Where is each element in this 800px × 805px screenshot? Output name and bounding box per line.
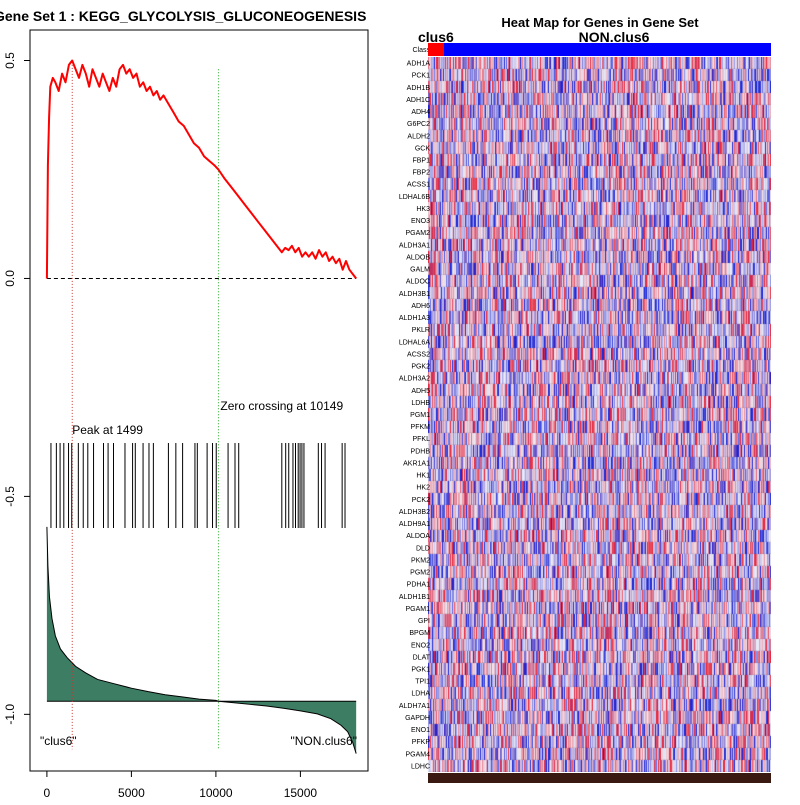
heatmap-row-label: ALDH3A1	[399, 242, 430, 249]
heatmap-class-left-label: clus6	[418, 29, 454, 45]
heatmap-row-label: GPI	[418, 618, 430, 625]
heatmap-row-label: PGM2	[410, 570, 430, 577]
heatmap-row-label: ADH1A	[407, 61, 431, 68]
x-axis-tick-label: 15000	[284, 786, 318, 800]
heatmap-row-label: ALDH7A1	[399, 703, 430, 710]
heatmap-row-label: ALDOA	[406, 533, 430, 540]
heatmap-row-label: AKR1A1	[403, 460, 430, 467]
heatmap-row-label: ADH6	[411, 303, 430, 310]
plot-frame	[29, 29, 369, 772]
heatmap-row-label: PGK1	[411, 666, 430, 673]
heatmap-row-label: PGAM1	[405, 606, 430, 613]
zero-crossing-label: Zero crossing at 10149	[220, 399, 343, 413]
class-bar-non-clus6	[444, 43, 771, 56]
heatmap-row-label: FBP2	[412, 170, 430, 177]
heatmap-row-label: PDHB	[411, 448, 431, 455]
heatmap-row-label: PCK2	[412, 497, 430, 504]
heatmap-panel: Heat Map for Genes in Gene Set clus6 NON…	[399, 15, 771, 783]
heatmap-row-label: PKLR	[412, 327, 430, 334]
heatmap-row-label: BPGM	[409, 630, 430, 637]
ranked-metric-area	[46, 526, 357, 754]
heatmap-row-label: PKM2	[411, 557, 430, 564]
heatmap-row-label: LDHB	[411, 400, 430, 407]
heatmap-matrix	[428, 57, 771, 772]
heatmap-row-label: HK3	[416, 206, 430, 213]
peak-label: Peak at 1499	[72, 423, 143, 437]
heatmap-row-label: G6PC2	[407, 121, 430, 128]
heatmap-row-label: PDHA1	[407, 582, 430, 589]
heatmap-row-label: ALDH2	[407, 133, 430, 140]
heatmap-row-label: PFKM	[411, 424, 431, 431]
enrichment-plot-title: Gene Set 1 : KEGG_GLYCOLYSIS_GLUCONEOGEN…	[0, 8, 366, 24]
heatmap-row-label: ACSS1	[407, 182, 430, 189]
enrichment-axes: 0 5000 10000 15000 0.5 0.0 -0.5 -1.0	[3, 52, 317, 800]
heatmap-row-label: LDHAL6A	[399, 339, 430, 346]
heatmap-row-label: ALDH9A1	[399, 521, 430, 528]
heatmap-row-label: LDHAL6B	[399, 194, 430, 201]
y-axis-tick-label: 0.5	[3, 52, 17, 69]
heatmap-title: Heat Map for Genes in Gene Set	[501, 15, 699, 30]
class-bar-label: Class	[412, 47, 430, 54]
heatmap-row-label: ADH1B	[407, 85, 431, 92]
heatmap-row-label: GAPDH	[405, 715, 430, 722]
ranked-metric-line	[46, 526, 357, 754]
heatmap-row-label: TPI1	[415, 679, 430, 686]
heatmap-class-right-label: NON.clus6	[579, 29, 650, 45]
heatmap-row-label: PGAM4	[405, 751, 430, 758]
y-axis-tick-label: -0.5	[3, 486, 17, 507]
heatmap-row-label: ADH5	[411, 388, 430, 395]
heatmap-row-label: DLD	[416, 545, 430, 552]
heatmap-row-label: ADH4	[411, 109, 430, 116]
heatmap-row-labels: ADH1A PCK1 ADH1B ADH1C ADH4 G6PC2 ALDH2 GCK FBP1…	[399, 61, 431, 771]
heatmap-row-label: ALDOB	[406, 254, 430, 261]
heatmap-row-label: PGK2	[411, 364, 430, 371]
heatmap-row-label: PGM1	[410, 412, 430, 419]
heatmap-row-label: GCK	[415, 145, 431, 152]
heatmap-row-label: GALM	[410, 267, 430, 274]
heatmap-row-label: ALDH3B2	[399, 509, 430, 516]
heatmap-row-label: ALDH3B1	[399, 291, 430, 298]
enrichment-marks	[45, 59, 357, 754]
heatmap-row-label: ALDH1B1	[399, 594, 430, 601]
heatmap-row-label: ADH1C	[406, 97, 430, 104]
heatmap-row-label: ENO2	[411, 642, 430, 649]
x-axis-tick-label: 5000	[118, 786, 145, 800]
heatmap-row-label: DLAT	[413, 654, 431, 661]
heatmap-row-label: ALDH3A2	[399, 376, 430, 383]
heatmap-row-label: PFKP	[412, 739, 431, 746]
heatmap-row-label: LDHA	[411, 691, 430, 698]
heatmap-row-label: ACSS2	[407, 351, 430, 358]
x-axis-tick-label: 0	[44, 786, 51, 800]
heatmap-row-label: ALDH1A3	[399, 315, 430, 322]
heatmap-bottom-band	[428, 773, 771, 783]
heatmap-row-label: ALDOC	[406, 279, 430, 286]
enrichment-plot: Gene Set 1 : KEGG_GLYCOLYSIS_GLUCONEOGEN…	[0, 8, 369, 800]
y-axis-tick-label: 0.0	[3, 270, 17, 287]
heatmap-row-label: PFKL	[412, 436, 430, 443]
running-es-line	[45, 59, 357, 280]
class-bar-clus6	[428, 43, 444, 56]
heatmap-row-label: PCK1	[412, 73, 430, 80]
heatmap-row-label: FBP1	[412, 158, 430, 165]
y-axis-tick-label: -1.0	[3, 704, 17, 725]
heatmap-row-label: HK1	[416, 473, 430, 480]
heatmap-row-label: PGAM2	[405, 230, 430, 237]
heatmap-row-label: ENO1	[411, 727, 430, 734]
left-class-label: "clus6"	[40, 734, 77, 748]
heatmap-row-label: HK2	[416, 485, 430, 492]
heatmap-row-label: ENO3	[411, 218, 430, 225]
right-class-label: "NON.clus6"	[290, 734, 357, 748]
heatmap-row-label: LDHC	[411, 763, 430, 770]
x-axis-tick-label: 10000	[199, 786, 233, 800]
